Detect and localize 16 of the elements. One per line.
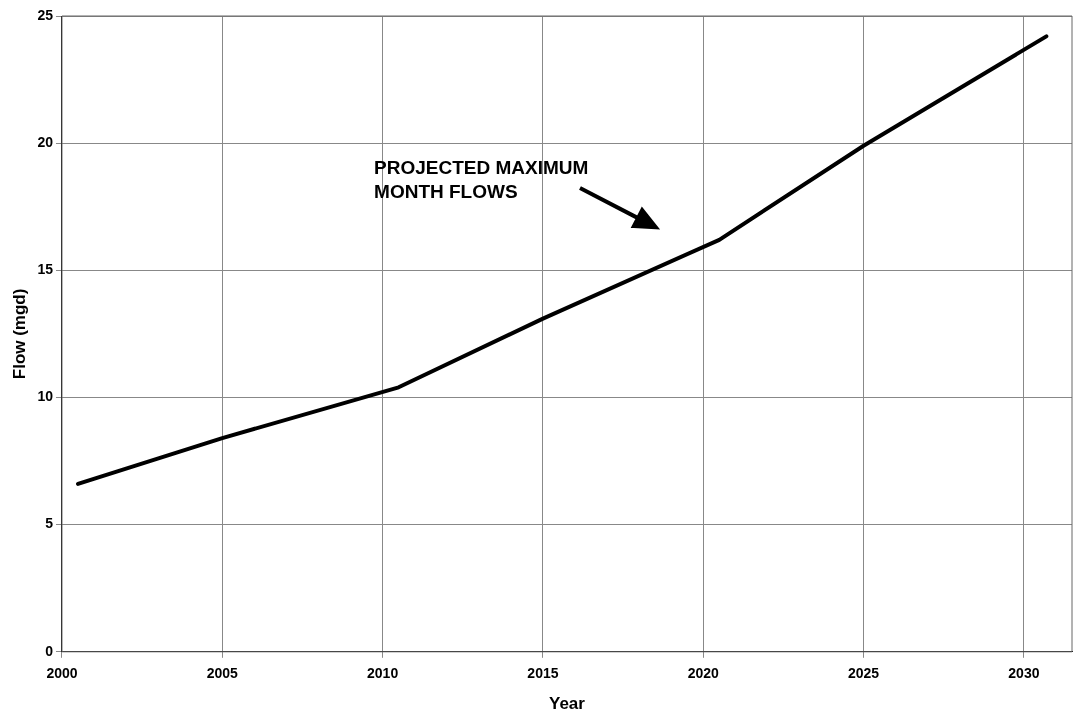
x-tick-label: 2000 [46,665,78,682]
y-tick-label: 15 [37,261,54,278]
x-tick-label: 2030 [1008,665,1040,682]
annotation: PROJECTED MAXIMUM MONTH FLOWS [374,156,589,202]
x-tick-label: 2005 [206,665,239,682]
x-tick-label: 2025 [848,665,880,682]
x-axis-title: Year [549,694,586,714]
y-tick-label: 0 [45,642,54,659]
y-tick-label: 10 [37,388,54,405]
y-tick-label: 25 [37,6,54,23]
y-tick-label: 5 [45,515,54,532]
x-tick-label: 2020 [687,665,720,682]
x-tick-label: 2015 [527,665,559,682]
x-tick-label: 2010 [367,665,399,682]
y-tick-label: 20 [37,134,54,151]
y-axis-title: Flow (mgd) [9,288,29,380]
